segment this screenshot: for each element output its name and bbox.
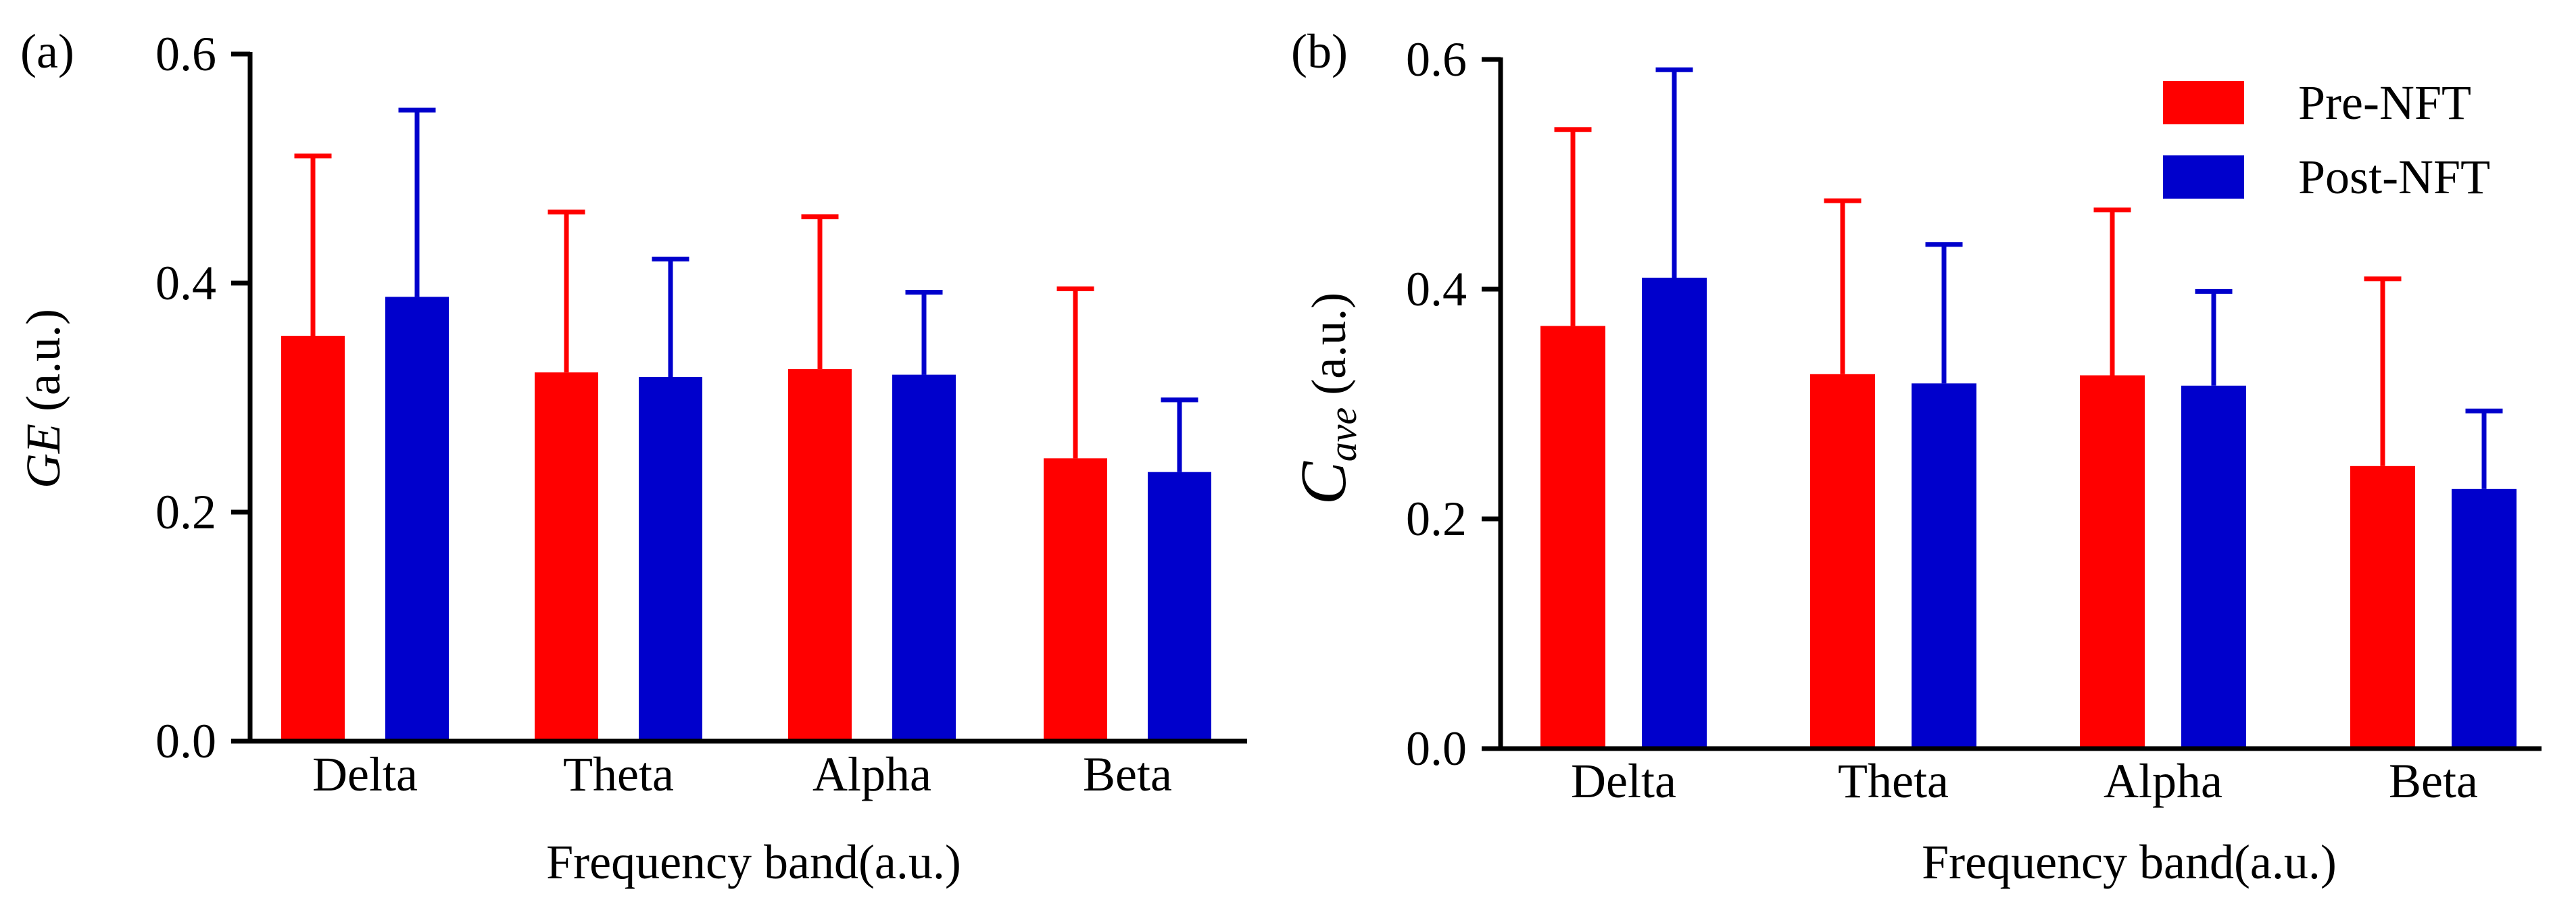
x-axis-label: Frequency band(a.u.) xyxy=(1922,835,2337,889)
bar-pre-nft-alpha xyxy=(788,369,852,741)
legend-swatch-pre-nft xyxy=(2163,81,2244,124)
y-axis-label-subscript: ave xyxy=(1321,407,1365,462)
category-label-delta: Delta xyxy=(1571,754,1676,808)
y-tick-label: 0.2 xyxy=(1406,492,1467,546)
bar-pre-nft-theta xyxy=(535,372,598,741)
panel-b: 0.0 0.2 0.4 0.6 Delta Theta Alpha Beta Frequency… xyxy=(1287,24,2542,889)
y-axis-label: GE (a.u.) xyxy=(16,309,70,488)
y-tick-label: 0.6 xyxy=(155,27,216,81)
bar-post-nft-theta xyxy=(639,376,702,741)
legend-swatch-post-nft xyxy=(2163,155,2244,199)
bar-post-nft-beta xyxy=(1148,472,1211,741)
category-label-beta: Beta xyxy=(2389,754,2478,808)
bar-post-nft-beta xyxy=(2452,488,2517,749)
panel-a: 0.0 0.2 0.4 0.6 Delta Theta Alpha Beta Frequency… xyxy=(16,24,1247,889)
bar-pre-nft-beta xyxy=(2350,466,2415,749)
bar-pre-nft-beta xyxy=(1044,458,1107,741)
y-tick-label: 0.6 xyxy=(1406,32,1467,86)
category-label-delta: Delta xyxy=(312,747,418,801)
y-axis-label-unit: (a.u.) xyxy=(1302,293,1356,407)
legend: Pre-NFT Post-NFT xyxy=(2163,76,2490,204)
y-axis-label: Cave (a.u.) xyxy=(1287,293,1365,505)
bar-post-nft-theta xyxy=(1912,383,1976,749)
bar-pre-nft-alpha xyxy=(2080,375,2145,749)
y-tick-label: 0.4 xyxy=(155,256,216,310)
legend-label-pre-nft: Pre-NFT xyxy=(2298,76,2471,130)
bar-pre-nft-theta xyxy=(1810,374,1875,749)
y-tick-label: 0.2 xyxy=(155,485,216,539)
bar-post-nft-alpha xyxy=(2181,385,2246,749)
category-label-theta: Theta xyxy=(563,747,674,801)
panel-label: (b) xyxy=(1291,24,1348,78)
y-tick-label: 0.4 xyxy=(1406,262,1467,316)
y-tick-label: 0.0 xyxy=(1406,722,1467,776)
legend-label-post-nft: Post-NFT xyxy=(2298,150,2490,204)
category-label-theta: Theta xyxy=(1838,754,1949,808)
bar-pre-nft-delta xyxy=(281,335,345,742)
category-label-alpha: Alpha xyxy=(812,747,931,801)
bar-post-nft-alpha xyxy=(892,374,956,741)
y-axis-label-symbol: C xyxy=(1287,461,1359,505)
category-label-beta: Beta xyxy=(1083,747,1172,801)
panel-label: (a) xyxy=(20,24,74,78)
bar-post-nft-delta xyxy=(1642,278,1707,749)
y-axis-label-symbol: GE xyxy=(16,424,70,488)
bar-pre-nft-delta xyxy=(1540,326,1605,749)
category-label-alpha: Alpha xyxy=(2104,754,2222,808)
y-axis-label-unit: (a.u.) xyxy=(16,309,70,424)
bar-post-nft-delta xyxy=(385,297,449,742)
y-tick-label: 0.0 xyxy=(155,714,216,768)
x-axis-label: Frequency band(a.u.) xyxy=(546,835,961,889)
